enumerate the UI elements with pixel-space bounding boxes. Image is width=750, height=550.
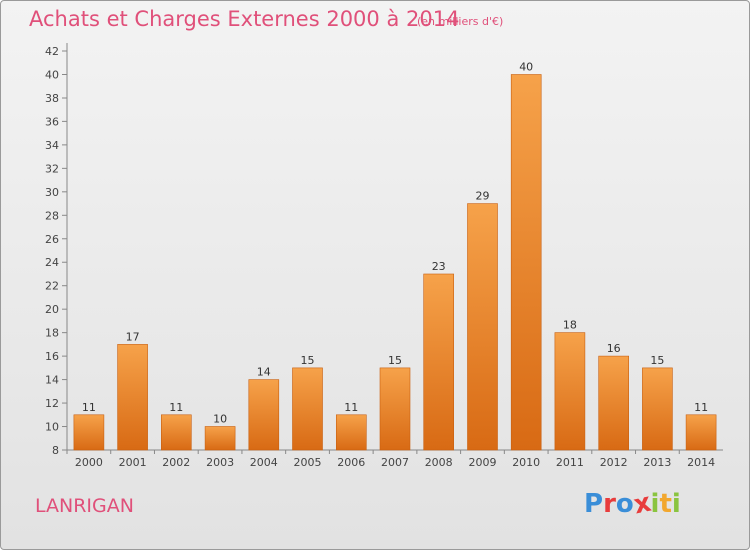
x-tick-label: 2009 <box>469 456 497 469</box>
y-tick-label: 26 <box>45 233 59 246</box>
logo-letter: r <box>603 489 616 519</box>
x-tick-label: 2008 <box>425 456 453 469</box>
logo-letter: P <box>584 489 604 519</box>
chart-unit-label: (en milliers d'€) <box>417 15 504 28</box>
y-tick-label: 14 <box>45 374 59 387</box>
x-tick-label: 2011 <box>556 456 584 469</box>
y-tick-label: 40 <box>45 68 59 81</box>
value-label: 15 <box>301 354 315 367</box>
value-label: 29 <box>476 190 490 203</box>
bar-2012 <box>598 355 630 451</box>
y-tick-label: 34 <box>45 139 59 152</box>
bar-2000 <box>73 414 105 451</box>
y-tick-label: 16 <box>45 350 59 363</box>
logo-letter: i <box>650 489 660 519</box>
y-tick-label: 30 <box>45 186 59 199</box>
x-tick-label: 2003 <box>206 456 234 469</box>
y-tick-label: 24 <box>45 256 59 269</box>
value-label: 11 <box>344 401 358 414</box>
x-tick-label: 2005 <box>294 456 322 469</box>
value-label: 10 <box>213 413 227 426</box>
chart-axes: 8 10 12 14 16 18 20 22 24 26 28 30 32 34 36 38 40 42 <box>45 43 723 457</box>
bar-2011 <box>554 332 586 451</box>
bar-2008 <box>423 273 455 451</box>
proxiti-logo: Proxiti <box>584 488 681 521</box>
y-tick-label: 28 <box>45 209 59 222</box>
x-tick-label: 2001 <box>119 456 147 469</box>
y-tick-label: 20 <box>45 303 59 316</box>
value-label: 11 <box>82 401 96 414</box>
y-tick-label: 10 <box>45 421 59 434</box>
value-label: 14 <box>257 366 271 379</box>
value-label: 15 <box>650 354 664 367</box>
logo-letter: o <box>615 489 634 519</box>
chart-title: Achats et Charges Externes 2000 à 2014 <box>29 7 460 31</box>
bar-2003 <box>204 426 236 451</box>
bar-2002 <box>161 414 192 451</box>
bar-2013 <box>642 367 673 451</box>
value-label: 15 <box>388 354 402 367</box>
x-tick-label: 2006 <box>337 456 365 469</box>
value-label: 17 <box>126 330 140 343</box>
x-tick-label: 2013 <box>643 456 671 469</box>
value-label: 11 <box>694 401 708 414</box>
chart-bars <box>73 74 717 451</box>
x-tick-label: 2007 <box>381 456 409 469</box>
y-tick-label: 8 <box>52 444 59 457</box>
x-tick-label: 2012 <box>600 456 628 469</box>
y-tick-label: 18 <box>45 327 59 340</box>
x-tick-label: 2014 <box>687 456 715 469</box>
y-tick-label: 36 <box>45 115 59 128</box>
commune-name: LANRIGAN <box>35 495 134 517</box>
x-tick-label: 2004 <box>250 456 278 469</box>
bar-2009 <box>467 203 498 451</box>
bar-2005 <box>292 367 323 451</box>
bar-2004 <box>248 379 280 451</box>
y-tick-label: 22 <box>45 280 59 293</box>
value-label: 40 <box>519 61 533 74</box>
bar-2014 <box>685 414 717 451</box>
bar-2001 <box>117 344 148 451</box>
bar-2006 <box>335 414 367 451</box>
value-label: 18 <box>563 319 577 332</box>
logo-letter: i <box>671 489 681 519</box>
value-label: 16 <box>607 342 621 355</box>
logo-letter: t <box>659 489 672 519</box>
value-label: 11 <box>169 401 183 414</box>
bar-2007 <box>379 367 411 451</box>
x-tick-label: 2010 <box>512 456 540 469</box>
x-tick-label: 2002 <box>162 456 190 469</box>
value-label: 23 <box>432 260 446 273</box>
x-tick-label: 2000 <box>75 456 103 469</box>
y-tick-label: 32 <box>45 162 59 175</box>
y-tick-label: 12 <box>45 397 59 410</box>
chart-labels: 2000 11 2001 17 2002 11 2003 10 2004 14 2005 15 2006… <box>75 61 715 470</box>
bar-2010 <box>510 74 542 451</box>
y-tick-label: 42 <box>45 45 59 58</box>
y-tick-label: 38 <box>45 92 59 105</box>
